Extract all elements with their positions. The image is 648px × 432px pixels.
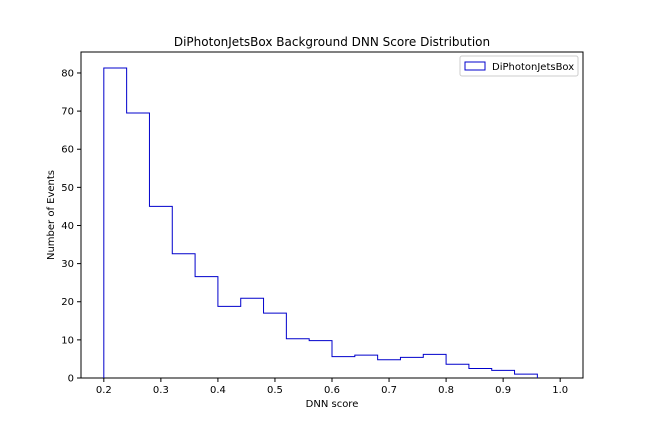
y-axis-label: Number of Events — [46, 170, 57, 260]
x-tick-label: 0.8 — [438, 385, 454, 396]
x-tick-label: 0.9 — [495, 385, 511, 396]
histogram-bin — [492, 370, 515, 378]
histogram-bin — [241, 298, 264, 378]
x-axis-ticks: 0.2 0.3 0.4 0.5 0.6 0.7 0.8 0.9 1.0 — [96, 378, 568, 396]
histogram-bin — [378, 360, 401, 378]
legend: DiPhotonJetsBox — [459, 55, 579, 77]
histogram-bin — [309, 341, 332, 378]
histogram-bin — [286, 339, 309, 378]
histogram-step-line — [103, 67, 538, 378]
histogram-bin — [104, 68, 127, 378]
y-tick-label: 70 — [61, 107, 74, 118]
x-tick-label: 0.7 — [381, 385, 397, 396]
x-tick-label: 0.2 — [96, 385, 112, 396]
y-tick-label: 30 — [61, 259, 74, 270]
histogram-bin — [172, 254, 195, 378]
legend-swatch — [464, 61, 486, 71]
y-tick-label: 0 — [68, 374, 74, 385]
histogram-bin — [127, 113, 150, 378]
x-axis-label: DNN score — [306, 399, 359, 410]
histogram-bin — [423, 354, 446, 378]
y-tick-label: 40 — [61, 221, 74, 232]
x-tick-label: 0.3 — [153, 385, 169, 396]
legend-box — [459, 55, 579, 77]
histogram-bin — [218, 306, 241, 378]
histogram-bin — [149, 206, 172, 378]
histogram-bin — [195, 277, 218, 378]
chart-title: DiPhotonJetsBox Background DNN Score Dis… — [174, 35, 490, 49]
y-tick-label: 60 — [61, 145, 74, 156]
x-tick-label: 0.4 — [210, 385, 226, 396]
histogram-series — [103, 67, 538, 378]
histogram-bin — [446, 364, 469, 378]
histogram-bin — [400, 357, 423, 378]
y-axis-ticks: 0 10 20 30 40 50 60 70 80 — [61, 68, 81, 385]
x-tick-label: 0.6 — [324, 385, 340, 396]
y-tick-label: 80 — [61, 68, 74, 79]
y-tick-label: 50 — [61, 183, 74, 194]
histogram-bin — [355, 355, 378, 378]
histogram-bin — [469, 368, 492, 378]
y-tick-label: 10 — [61, 335, 74, 346]
x-tick-label: 0.5 — [267, 385, 283, 396]
legend-label: DiPhotonJetsBox — [492, 62, 574, 73]
histogram-bin — [264, 313, 287, 378]
histogram-bin — [515, 374, 538, 378]
histogram-bin — [332, 357, 355, 378]
y-tick-label: 20 — [61, 297, 74, 308]
x-tick-label: 1.0 — [552, 385, 568, 396]
